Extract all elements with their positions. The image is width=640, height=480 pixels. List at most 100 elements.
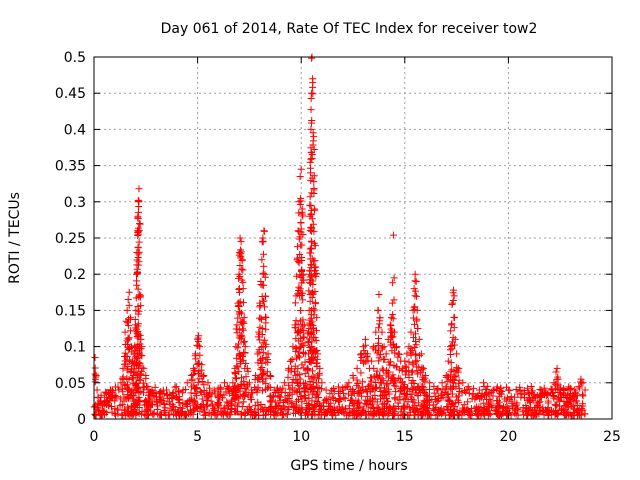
data-point: [196, 351, 204, 359]
data-point: [256, 301, 264, 309]
data-point: [512, 410, 520, 418]
data-point: [115, 386, 123, 394]
data-point: [334, 383, 342, 391]
data-point: [527, 404, 535, 412]
data-point: [494, 397, 502, 405]
data-point: [448, 301, 456, 309]
data-point: [392, 382, 400, 390]
data-point: [237, 238, 245, 246]
data-point: [123, 366, 131, 374]
y-axis-label: ROTI / TECUs: [7, 192, 23, 284]
data-point: [414, 391, 422, 399]
data-point: [412, 338, 420, 346]
data-point: [293, 387, 301, 395]
data-point: [467, 405, 475, 413]
data-point: [308, 151, 316, 159]
data-point: [311, 257, 319, 265]
data-point: [237, 374, 245, 382]
data-point: [211, 406, 219, 414]
data-point: [330, 385, 338, 393]
data-point: [239, 318, 247, 326]
y-tick-label: 0.4: [64, 122, 86, 138]
data-point: [576, 384, 584, 392]
data-point: [244, 367, 252, 375]
data-point: [372, 383, 380, 391]
data-point: [354, 380, 362, 388]
data-point: [426, 386, 434, 394]
data-point: [121, 328, 129, 336]
data-point: [232, 325, 240, 333]
data-point: [124, 322, 132, 330]
data-point: [387, 332, 395, 340]
data-point: [242, 409, 250, 417]
data-point: [573, 392, 581, 400]
data-point: [311, 205, 319, 213]
data-point: [113, 406, 121, 414]
data-point: [266, 384, 274, 392]
data-point: [378, 391, 386, 399]
data-point: [153, 398, 161, 406]
data-point: [451, 314, 459, 322]
data-point: [294, 227, 302, 235]
data-point: [239, 285, 247, 293]
data-point: [101, 408, 109, 416]
data-point: [313, 359, 321, 367]
y-tick-label: 0.3: [64, 195, 86, 211]
data-point: [409, 359, 417, 367]
data-point: [137, 302, 145, 310]
data-point: [387, 322, 395, 330]
data-point: [138, 352, 146, 360]
data-point: [121, 349, 129, 357]
data-point: [258, 324, 266, 332]
data-point: [434, 386, 442, 394]
data-point: [161, 409, 169, 417]
data-point: [260, 227, 268, 235]
data-point: [266, 372, 274, 380]
data-point: [109, 388, 117, 396]
data-point: [353, 376, 361, 384]
data-point: [125, 288, 133, 296]
data-point: [312, 337, 320, 345]
data-point: [201, 411, 209, 419]
data-point: [203, 397, 211, 405]
data-point: [486, 410, 494, 418]
data-point: [192, 403, 200, 411]
data-point: [196, 343, 204, 351]
data-point: [192, 385, 200, 393]
data-point: [228, 396, 236, 404]
data-point: [299, 270, 307, 278]
data-point: [379, 411, 387, 419]
data-point: [566, 410, 574, 418]
data-point: [194, 378, 202, 386]
data-point: [436, 407, 444, 415]
data-point: [469, 390, 477, 398]
data-point: [120, 393, 128, 401]
data-point: [271, 404, 279, 412]
data-point: [199, 372, 207, 380]
data-point: [231, 369, 239, 377]
data-point: [375, 411, 383, 419]
data-point: [247, 386, 255, 394]
data-point: [240, 337, 248, 345]
data-point: [101, 388, 109, 396]
data-point: [579, 400, 587, 408]
data-point: [128, 375, 136, 383]
data-point: [405, 404, 413, 412]
data-point: [442, 411, 450, 419]
data-point: [311, 266, 319, 274]
data-point: [483, 405, 491, 413]
data-point: [553, 364, 561, 372]
data-point: [446, 346, 454, 354]
data-point: [411, 277, 419, 285]
data-point: [328, 393, 336, 401]
data-point: [474, 410, 482, 418]
data-point: [390, 328, 398, 336]
data-point: [426, 379, 434, 387]
data-point: [350, 408, 358, 416]
data-point: [446, 405, 454, 413]
data-point: [419, 376, 427, 384]
data-point: [310, 178, 318, 186]
data-point: [287, 368, 295, 376]
data-point: [450, 341, 458, 349]
data-point: [240, 319, 248, 327]
